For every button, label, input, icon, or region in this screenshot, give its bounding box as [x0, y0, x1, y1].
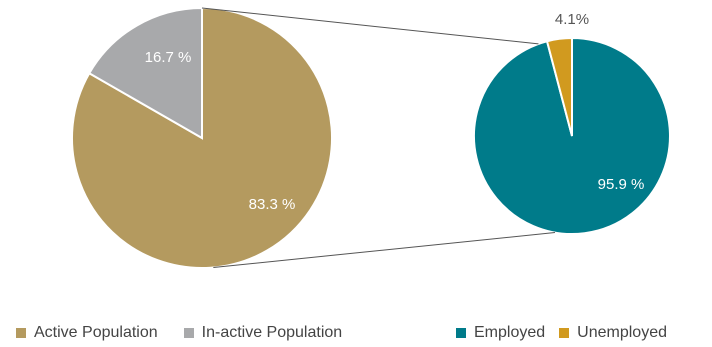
- data-label-active: 83.3 %: [249, 196, 296, 213]
- connector-line-bottom: [213, 232, 556, 269]
- legend-item-active-population: Active Population: [16, 324, 158, 342]
- data-label-unemployed: 4.1%: [555, 11, 589, 28]
- legend-swatch-inactive: [183, 328, 194, 338]
- legend-label-inactive: In-active Population: [201, 324, 343, 341]
- legend-swatch-unemployed: [559, 328, 570, 338]
- legend-left: Active Population In-active Population: [16, 322, 368, 344]
- legend-item-unemployed: Unemployed: [559, 324, 667, 342]
- legend-swatch-employed: [456, 328, 466, 338]
- connector-line-top: [201, 7, 539, 45]
- legend-label-unemployed: Unemployed: [577, 324, 667, 341]
- legend-label-employed: Employed: [474, 324, 546, 341]
- slice-inactive-population: [87, 6, 203, 140]
- data-label-inactive: 16.7 %: [145, 49, 192, 66]
- legend-swatch-active: [16, 328, 26, 338]
- legend-right: Employed Unemployed: [456, 322, 667, 344]
- slice-unemployed: [545, 36, 573, 137]
- data-label-employed: 95.9 %: [598, 176, 645, 193]
- legend-label-active: Active Population: [34, 324, 158, 341]
- legend-item-employed: Employed: [456, 324, 545, 342]
- legend-item-inactive-population: In-active Population: [183, 324, 343, 342]
